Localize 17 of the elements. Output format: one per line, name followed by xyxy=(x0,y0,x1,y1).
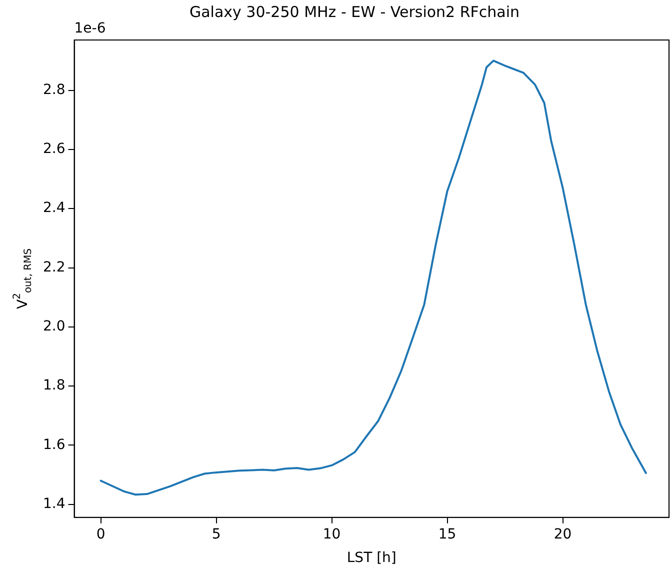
y-tick-label: 1.6 xyxy=(43,436,66,453)
x-tick-label: 5 xyxy=(212,526,221,542)
y-tick-label: 2.6 xyxy=(43,141,66,158)
text: 1e-6 xyxy=(74,20,106,37)
y-tick-label: 2.2 xyxy=(43,259,66,276)
x-axis-title: LST [h] xyxy=(346,550,396,566)
y-tick-label: 2.0 xyxy=(43,318,66,335)
y-tick-label: 2.4 xyxy=(43,200,66,216)
chart-title: Galaxy 30-250 MHz - EW - Version2 RFchain xyxy=(189,2,520,21)
y-axis-title: V2out, RMS xyxy=(12,248,34,309)
y-tick-label: 2.8 xyxy=(43,82,66,98)
y-tick-label: 1.8 xyxy=(43,378,66,394)
y-tick-label: 1.4 xyxy=(43,496,66,512)
x-tick-label: 20 xyxy=(554,526,572,542)
x-tick-label: 15 xyxy=(438,526,456,542)
x-tick-label: 0 xyxy=(96,526,106,542)
x-tick-label: 10 xyxy=(322,526,341,542)
